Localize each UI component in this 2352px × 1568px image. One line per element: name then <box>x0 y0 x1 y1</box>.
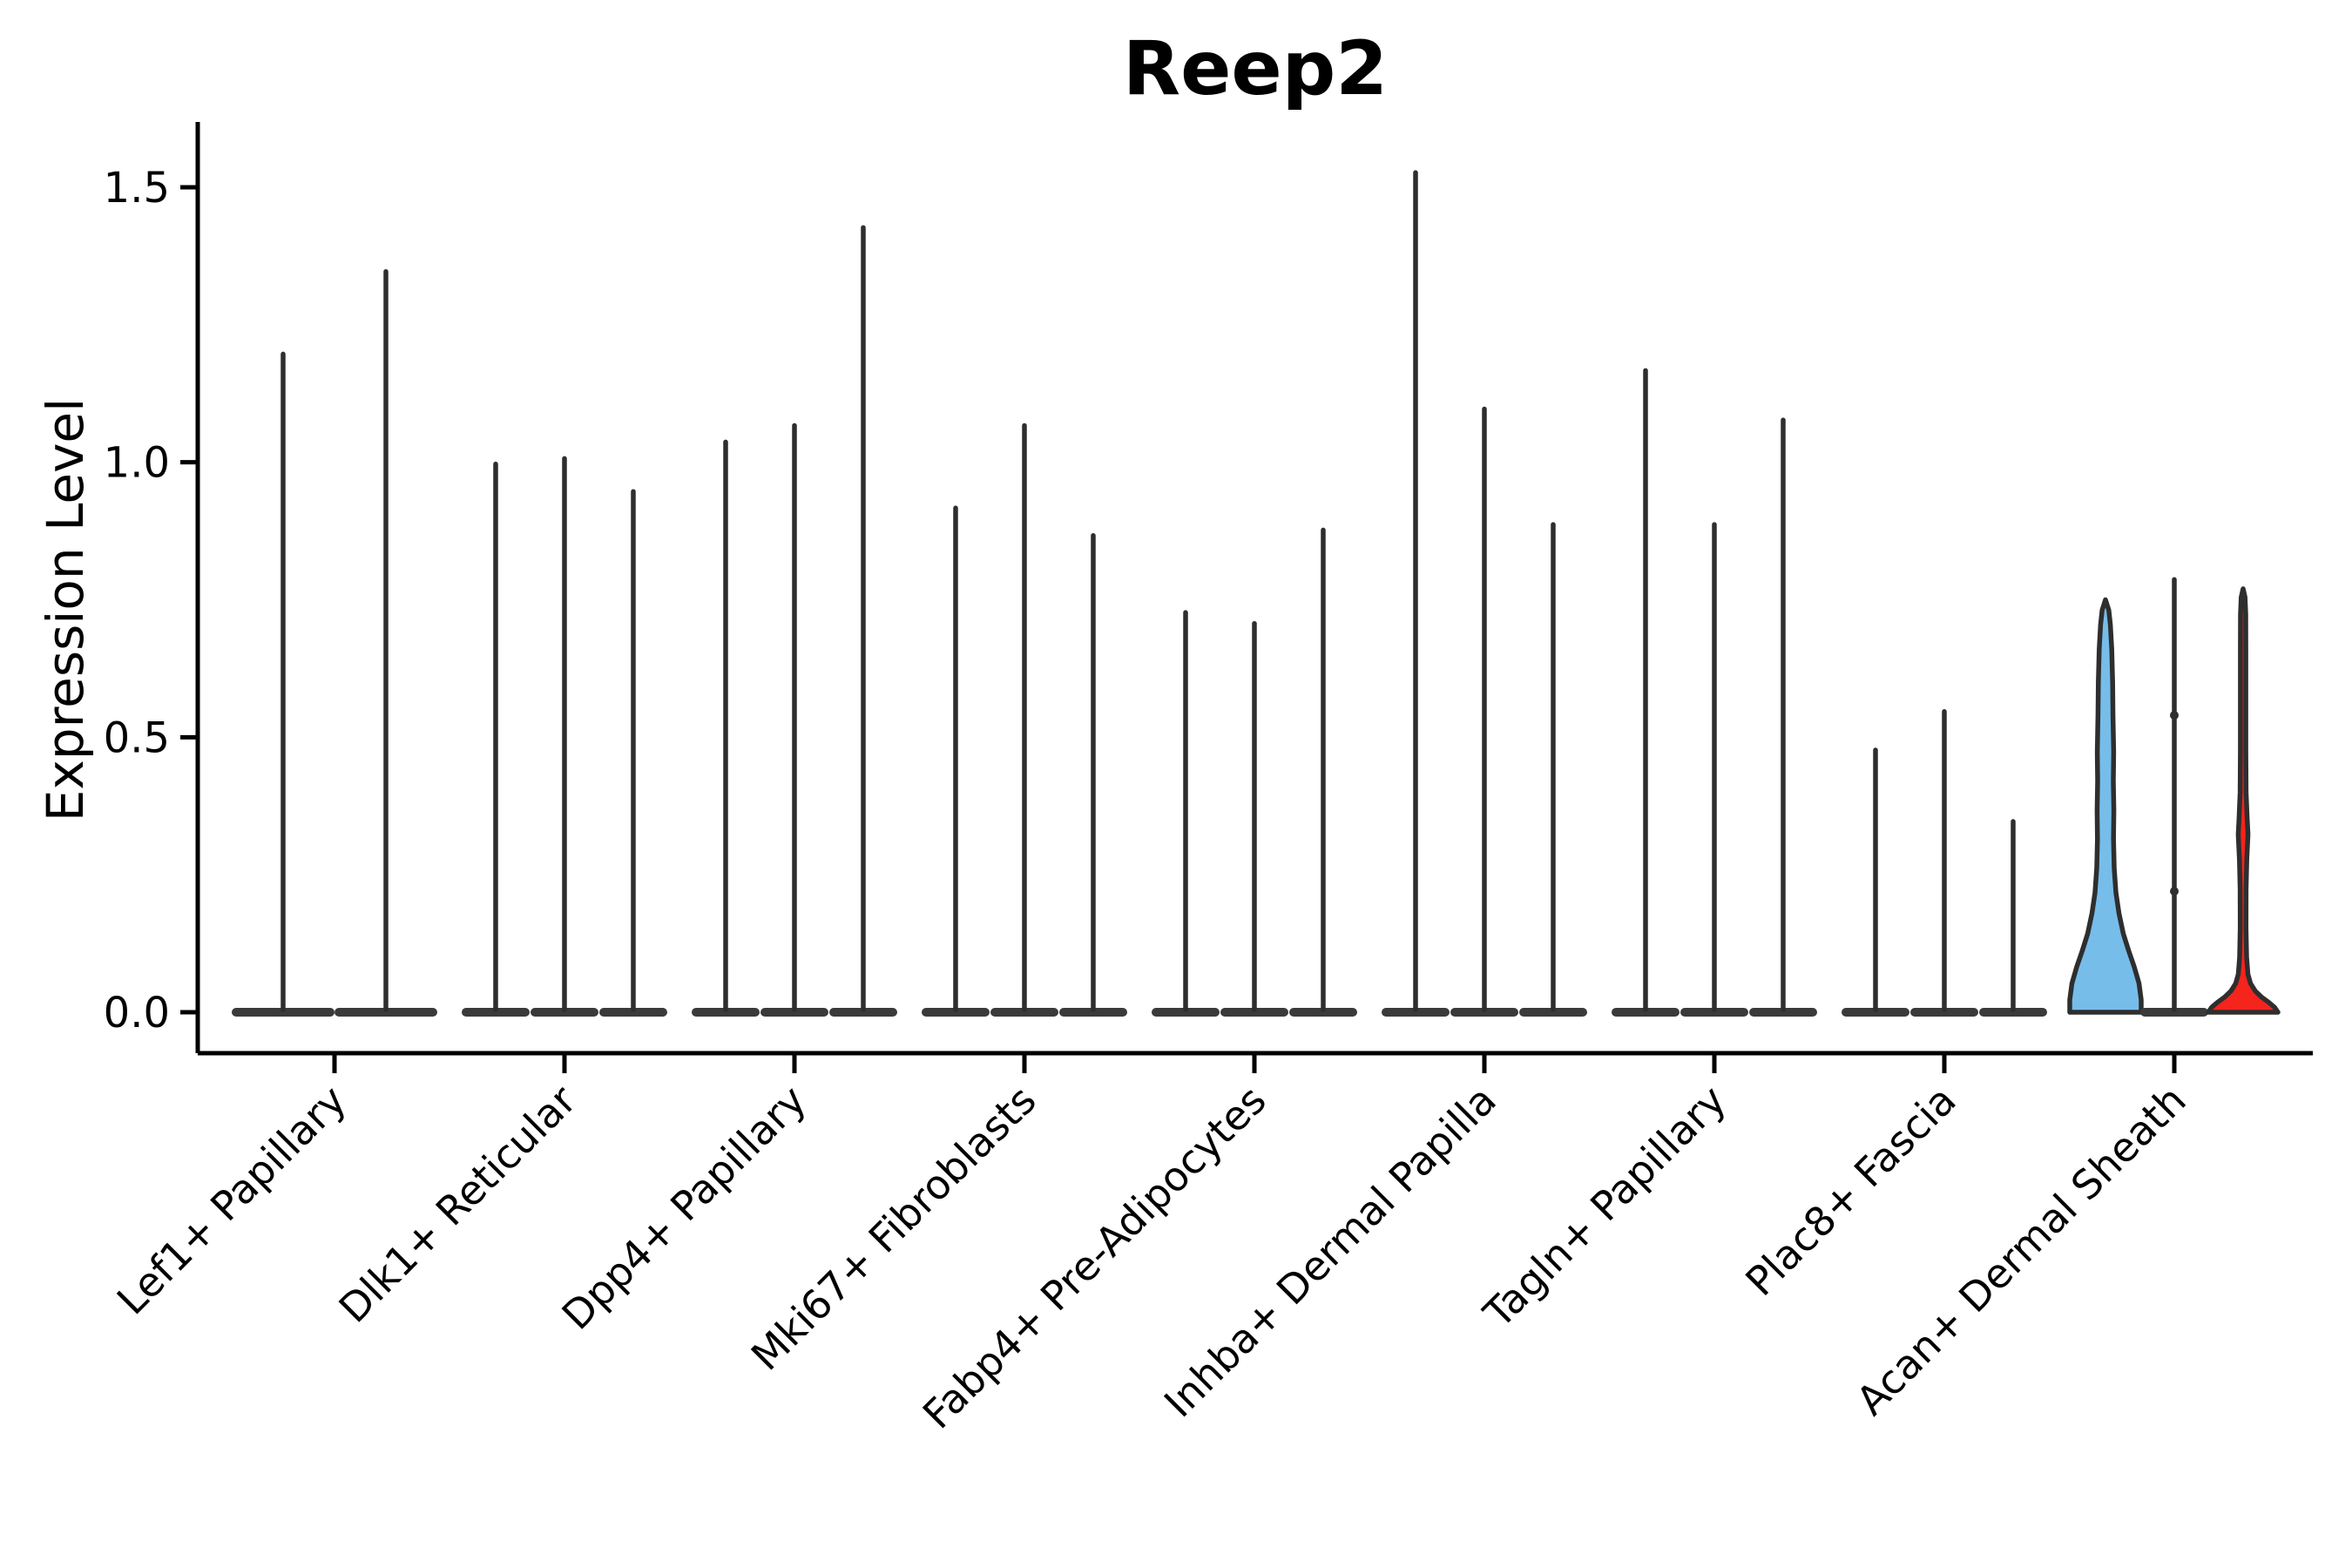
violin-baseline <box>335 1008 437 1017</box>
violin-baseline <box>692 1008 760 1017</box>
x-tick-label-6: Tagln+ Papillary <box>1474 1077 1735 1338</box>
violin-baseline <box>599 1008 667 1017</box>
violin-knot <box>2170 887 2179 896</box>
violin-baseline <box>1152 1008 1220 1017</box>
y-axis-label: Expression Level <box>36 398 95 821</box>
x-tick-label-2: Dpp4+ Papillary <box>553 1077 815 1339</box>
violin-baseline <box>990 1008 1058 1017</box>
x-tick-label-7: Plac8+ Fascia <box>1736 1077 1964 1305</box>
violin-baseline <box>232 1008 335 1017</box>
violin-baseline <box>462 1008 530 1017</box>
violin-baseline <box>1450 1008 1518 1017</box>
violin-filled-blue <box>2067 597 2144 1015</box>
violin-baseline <box>2140 1008 2208 1017</box>
x-tick-label-1: Dlk1+ Reticular <box>330 1077 585 1332</box>
violin-baseline <box>1910 1008 1978 1017</box>
violin-baseline <box>1220 1008 1288 1017</box>
violin-baseline <box>1612 1008 1680 1017</box>
y-tick-label-2: 1.0 <box>104 439 170 488</box>
violin-baseline <box>760 1008 828 1017</box>
y-tick-label-3: 1.5 <box>104 164 170 213</box>
violin-baseline <box>531 1008 598 1017</box>
violin-baseline <box>1749 1008 1817 1017</box>
violin-filled-red <box>2206 586 2281 1015</box>
violin-baseline <box>1382 1008 1450 1017</box>
y-tick-label-1: 0.5 <box>104 713 170 762</box>
chart-title: Reep2 <box>1123 25 1388 112</box>
violin-baseline <box>829 1008 897 1017</box>
violin-knot <box>2170 711 2179 720</box>
x-tick-label-0: Lef1+ Papillary <box>108 1077 355 1324</box>
violin-baseline <box>1979 1008 2047 1017</box>
violin-baseline <box>1519 1008 1587 1017</box>
violin-baseline <box>1842 1008 1909 1017</box>
violin-baseline <box>1680 1008 1748 1017</box>
violin-baseline <box>922 1008 990 1017</box>
violin-baseline <box>1059 1008 1127 1017</box>
violins-layer <box>232 170 2281 1017</box>
violin-baseline <box>1289 1008 1357 1017</box>
y-tick-label-0: 0.0 <box>104 989 170 1037</box>
